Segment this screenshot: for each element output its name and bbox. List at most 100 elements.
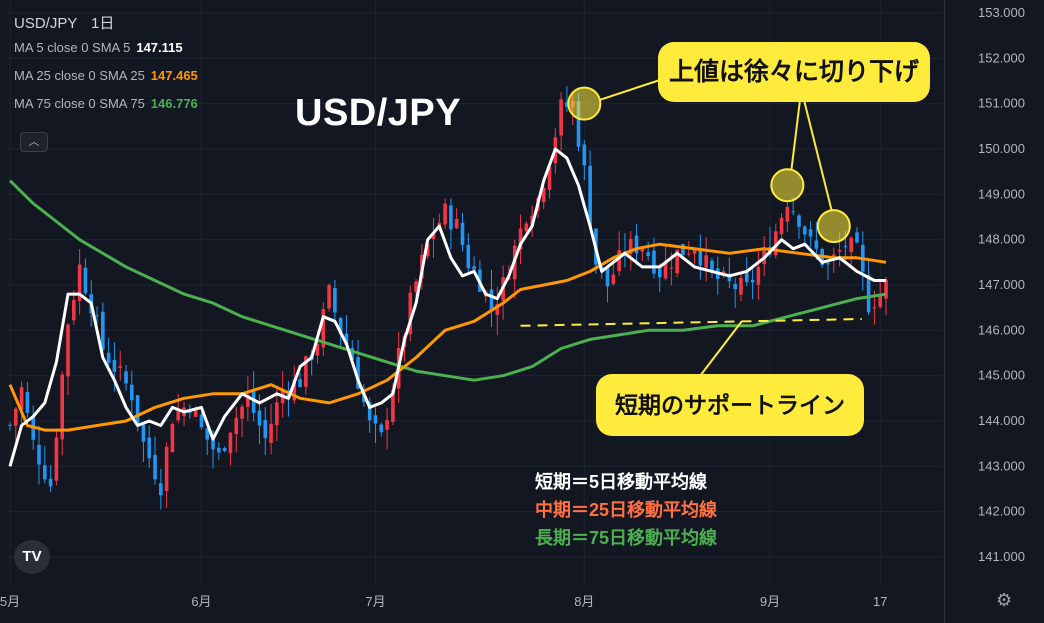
support-line xyxy=(520,318,862,327)
candle-body xyxy=(367,402,372,421)
connector-line xyxy=(699,320,743,377)
gear-icon[interactable]: ⚙ xyxy=(996,590,1013,610)
candle-body xyxy=(408,292,413,335)
candle-body xyxy=(315,343,320,356)
collapse-legend-button[interactable]: ︿ xyxy=(20,132,48,152)
legend-label: MA 25 close 0 SMA 25 xyxy=(14,68,145,83)
candle-body xyxy=(582,144,587,166)
candle-body xyxy=(634,235,639,254)
tradingview-logo[interactable]: TV xyxy=(14,540,50,574)
candle-body xyxy=(460,222,465,246)
candle-body xyxy=(338,317,343,335)
candle-body xyxy=(112,359,117,372)
candle-body xyxy=(246,394,250,407)
candle-body xyxy=(263,420,268,439)
candle-body xyxy=(147,437,152,459)
candle-body xyxy=(663,262,668,279)
lower-highs-callout: 上値は徐々に切り下げ xyxy=(658,42,930,102)
candle-body xyxy=(379,424,384,433)
candle-body xyxy=(454,218,459,229)
candle-body xyxy=(101,311,105,350)
candle-body xyxy=(304,356,308,387)
ma-line-5 xyxy=(8,147,886,467)
ma-lines-layer xyxy=(8,147,887,467)
candle-body xyxy=(443,203,447,225)
candle-body xyxy=(855,232,859,243)
candle-body xyxy=(710,260,714,272)
candle-body xyxy=(489,289,494,310)
candle-body xyxy=(211,436,215,450)
candle-body xyxy=(576,101,581,147)
legend-value: 147.115 xyxy=(136,40,183,55)
candle-body xyxy=(373,415,378,424)
candle-body xyxy=(222,448,227,451)
candle-body xyxy=(808,229,813,237)
candle-body xyxy=(739,277,743,295)
candle-body xyxy=(54,437,59,481)
candle-body xyxy=(565,102,569,107)
candle-body xyxy=(750,279,755,283)
candle-body xyxy=(773,231,778,256)
candle-body xyxy=(391,389,395,422)
candle-body xyxy=(605,268,610,287)
candle-body xyxy=(135,395,140,425)
candle-body xyxy=(449,205,453,230)
candle-body xyxy=(646,252,650,256)
ma-note-line: 中期＝25日移動平均線 xyxy=(535,500,718,520)
candle-body xyxy=(547,166,552,190)
candle-body xyxy=(8,424,12,426)
candle-body xyxy=(77,264,82,302)
candle-body xyxy=(321,309,326,348)
legend-row[interactable]: MA 25 close 0 SMA 25 147.465 xyxy=(14,68,198,83)
price-axis[interactable] xyxy=(944,0,1044,623)
candle-body xyxy=(275,402,279,426)
candle-body xyxy=(472,266,476,270)
candle-body xyxy=(95,315,99,317)
candle-body xyxy=(25,392,30,413)
callout-connectors xyxy=(600,79,833,377)
high-marker xyxy=(770,168,805,203)
candle-body xyxy=(826,263,830,265)
candle-body xyxy=(19,387,24,410)
candle-body xyxy=(327,285,331,309)
interval-label[interactable]: 1日 xyxy=(90,15,115,32)
candle-body xyxy=(356,357,360,389)
candle-body xyxy=(779,217,784,235)
candle-body xyxy=(124,371,128,384)
candle-body xyxy=(884,279,888,299)
candle-body xyxy=(72,299,76,321)
support-line-callout: 短期のサポートライン xyxy=(596,374,864,436)
candle-body xyxy=(466,244,471,269)
connector-line xyxy=(803,99,833,212)
candle-body xyxy=(240,406,244,419)
candle-body xyxy=(130,384,134,401)
symbol-header[interactable]: USD/JPY 1日 xyxy=(14,12,114,33)
candle-body xyxy=(802,226,807,235)
candle-body xyxy=(686,253,691,255)
candle-body xyxy=(849,237,853,253)
candle-body xyxy=(66,324,70,377)
candle-body xyxy=(640,247,645,252)
candle-body xyxy=(872,307,877,309)
candle-body xyxy=(744,272,749,283)
high-marker xyxy=(567,86,602,121)
connector-line xyxy=(790,99,801,171)
candle-body xyxy=(541,187,546,203)
candle-body xyxy=(628,238,633,255)
candle-body xyxy=(588,165,592,226)
legend-row[interactable]: MA 5 close 0 SMA 5 147.115 xyxy=(14,40,183,55)
connector-line xyxy=(600,79,661,101)
candle-body xyxy=(657,268,662,278)
candle-body xyxy=(675,249,679,274)
legend-row[interactable]: MA 75 close 0 SMA 75 146.776 xyxy=(14,96,198,111)
candle-body xyxy=(495,303,500,315)
candle-body xyxy=(205,428,210,440)
candle-body xyxy=(257,410,262,426)
candle-body xyxy=(704,255,708,268)
candle-body xyxy=(153,454,157,480)
candle-body xyxy=(518,228,523,250)
candle-body xyxy=(159,483,163,496)
candle-body xyxy=(344,333,349,345)
